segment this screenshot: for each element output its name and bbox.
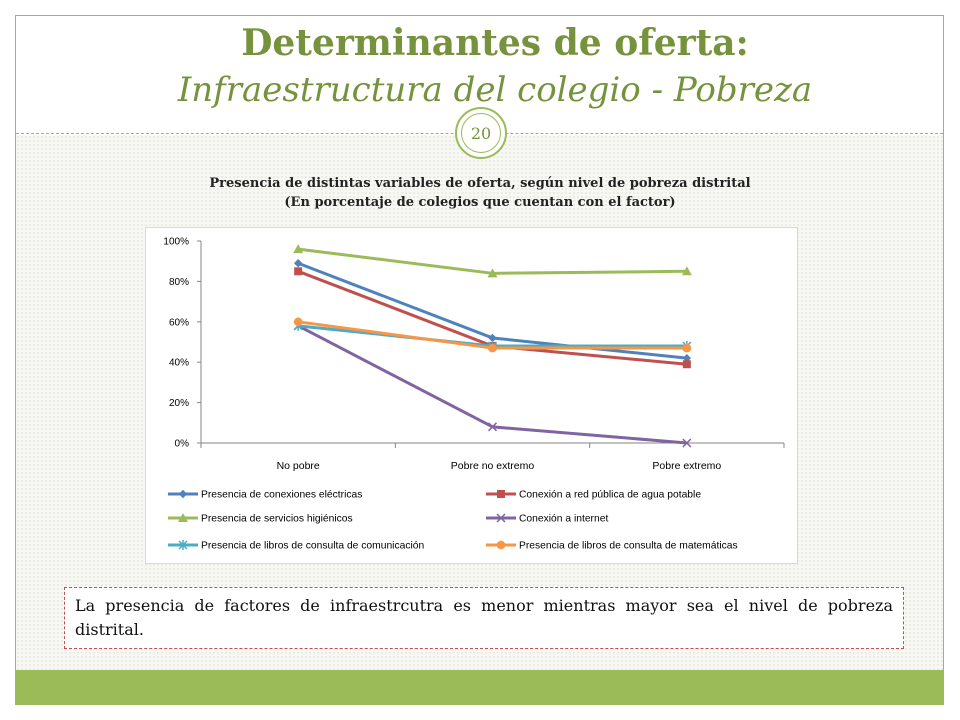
slide-title: Determinantes de oferta:: [241, 22, 749, 64]
y-tick-label: 100%: [163, 237, 189, 248]
page-number: 20: [461, 113, 501, 153]
legend-label: Conexión a red pública de agua potable: [519, 490, 701, 501]
line-chart: 0% 20% 40% 60% 80% 100% No pobre Pobre no extre…: [163, 237, 785, 552]
legend-label: Presencia de libros de consulta de comun…: [201, 541, 425, 552]
y-tick-label: 40%: [169, 358, 189, 369]
chart-title-line1: Presencia de distintas variables de ofer…: [209, 176, 751, 191]
data-point: [293, 244, 304, 254]
legend-marker: [178, 489, 188, 499]
page-number-badge: 20: [455, 107, 507, 159]
content-background: [16, 135, 943, 670]
data-point: [487, 422, 498, 432]
legend-marker: [497, 490, 505, 498]
legend-label: Presencia de conexiones eléctricas: [201, 490, 362, 501]
x-tick-label: Pobre extremo: [652, 460, 721, 472]
data-point: [488, 343, 497, 353]
x-tick-label: No pobre: [277, 460, 320, 472]
data-point: [488, 333, 497, 343]
footer-bar: [16, 670, 943, 704]
chart-container: 0% 20% 40% 60% 80% 100% No pobre Pobre no extre…: [145, 227, 798, 564]
legend-label: Presencia de servicios higiénicos: [201, 514, 353, 525]
x-tick-label: Pobre no extremo: [451, 460, 535, 472]
y-tick-label: 0%: [175, 439, 190, 450]
data-point: [682, 360, 691, 369]
legend-label: Presencia de libros de consulta de matem…: [519, 541, 738, 552]
slide-frame: [15, 15, 944, 705]
legend-marker: [496, 513, 506, 523]
y-tick-label: 80%: [169, 277, 189, 288]
data-point: [293, 259, 303, 268]
chart-title-line2: (En porcentaje de colegios que cuentan c…: [284, 195, 676, 210]
y-tick-label: 60%: [169, 317, 189, 328]
legend-marker: [496, 540, 506, 550]
data-point: [487, 268, 498, 278]
y-tick-label: 20%: [169, 398, 189, 409]
data-point: [293, 317, 303, 327]
data-point: [681, 266, 692, 276]
chart-title: Presencia de distintas variables de ofer…: [100, 174, 860, 212]
legend-marker: [178, 513, 188, 522]
data-point: [682, 438, 692, 448]
data-point: [294, 267, 303, 276]
note-box: La presencia de factores de infraestrcut…: [64, 587, 904, 649]
legend-marker: [178, 540, 188, 550]
data-point: [682, 343, 692, 353]
legend-label: Conexión a internet: [519, 514, 608, 525]
slide-subtitle: Infraestructura del colegio - Pobreza: [177, 70, 813, 110]
